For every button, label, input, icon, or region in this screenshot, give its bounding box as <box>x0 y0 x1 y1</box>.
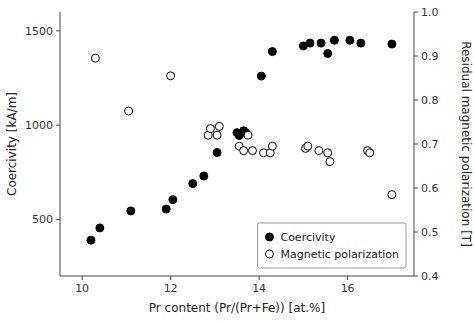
point <box>326 158 334 166</box>
y2-tick-label: 0.4 <box>421 270 439 283</box>
y2-tick <box>414 100 418 101</box>
y2-tick-label: 0.8 <box>421 94 439 107</box>
x-tick <box>170 276 171 280</box>
point <box>169 196 177 204</box>
point <box>206 125 214 133</box>
point <box>215 122 223 130</box>
point <box>189 180 197 188</box>
point <box>213 131 221 139</box>
point <box>346 36 354 44</box>
point <box>268 48 276 56</box>
point <box>268 142 276 150</box>
y-tick <box>56 219 60 220</box>
y-tick-label: 1000 <box>25 119 53 132</box>
y2-tick <box>414 144 418 145</box>
x-tick <box>82 276 83 280</box>
point <box>388 191 396 199</box>
legend-label: Magnetic polarization <box>280 248 399 261</box>
y2-tick-label: 0.5 <box>421 226 439 239</box>
background <box>0 0 474 322</box>
y2-tick-label: 0.9 <box>421 50 439 63</box>
y2-tick <box>414 232 418 233</box>
y2-tick <box>414 56 418 57</box>
x-axis-line <box>60 276 414 277</box>
point <box>200 172 208 180</box>
point <box>257 72 265 80</box>
y-tick <box>56 125 60 126</box>
point <box>248 147 256 155</box>
point <box>304 142 312 150</box>
y-axis-label: Coercivity [kA/m] <box>5 92 19 196</box>
y-axis-line <box>60 12 61 276</box>
chart: 10 12 14 16 500 1000 1500 0.4 0.5 0.6 0.7 0.8 0.9 1.0… <box>0 0 474 322</box>
legend: Coercivity Magnetic polarization <box>257 223 406 268</box>
point <box>366 149 374 157</box>
point <box>306 39 314 47</box>
point <box>87 236 95 244</box>
y2-tick <box>414 12 418 13</box>
x-tick-label: 10 <box>75 282 89 295</box>
x-tick <box>347 276 348 280</box>
point <box>324 149 332 157</box>
plot-area <box>87 36 396 244</box>
y2-axis-label: Residual magnetic polarization [T] <box>459 41 473 247</box>
legend-marker <box>265 233 273 241</box>
point <box>162 205 170 213</box>
legend-box <box>257 223 406 268</box>
y2-tick-label: 0.6 <box>421 182 439 195</box>
point <box>317 39 325 47</box>
point <box>167 72 175 80</box>
series <box>87 36 396 244</box>
y2-tick-label: 0.7 <box>421 138 439 151</box>
point <box>315 147 323 155</box>
y2-tick-label: 1.0 <box>421 6 439 19</box>
legend-marker <box>265 250 273 258</box>
point <box>324 49 332 57</box>
point <box>388 40 396 48</box>
y-tick-label: 500 <box>32 213 53 226</box>
legend-label: Coercivity <box>280 231 335 244</box>
point <box>91 54 99 62</box>
point <box>96 224 104 232</box>
y2-tick <box>414 188 418 189</box>
x-tick <box>259 276 260 280</box>
series <box>91 54 395 198</box>
point <box>127 207 135 215</box>
y-tick <box>56 30 60 31</box>
x-tick-label: 12 <box>164 282 178 295</box>
point <box>213 148 221 156</box>
point <box>357 39 365 47</box>
y2-tick <box>414 276 418 277</box>
point <box>240 147 248 155</box>
x-axis-label: Pr content (Pr/(Pr+Fe)) [at.%] <box>149 301 325 315</box>
point <box>330 36 338 44</box>
y-tick-label: 1500 <box>25 25 53 38</box>
point <box>244 131 252 139</box>
x-tick-label: 16 <box>341 282 355 295</box>
x-tick-label: 14 <box>252 282 266 295</box>
point <box>125 107 133 115</box>
